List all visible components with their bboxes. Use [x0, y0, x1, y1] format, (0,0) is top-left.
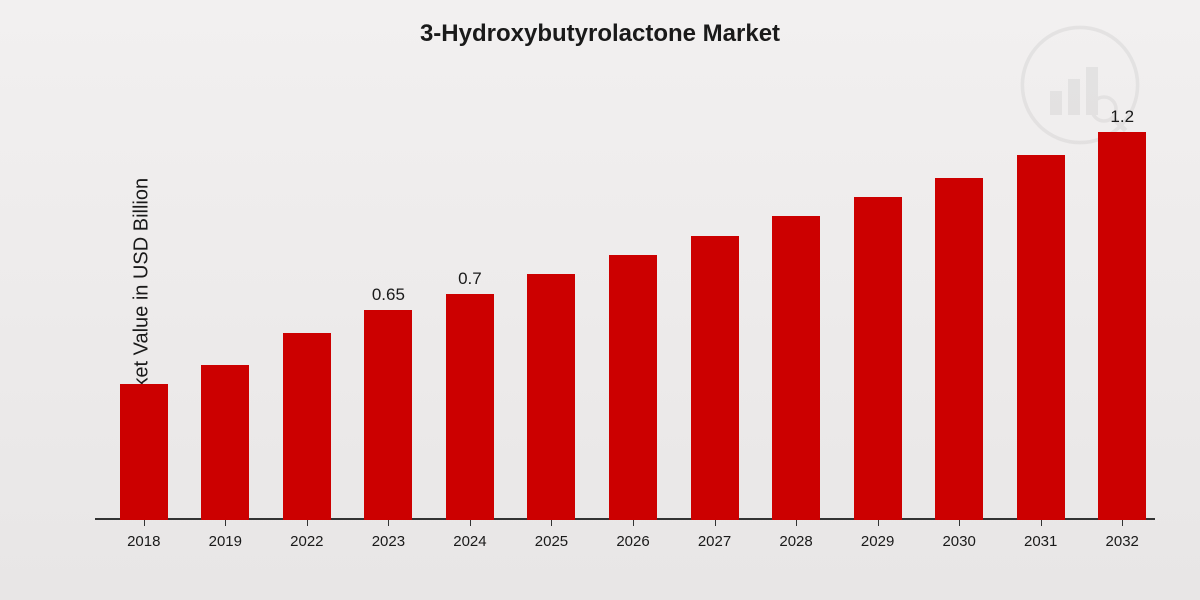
bar — [691, 236, 739, 520]
x-axis-label: 2028 — [779, 533, 812, 550]
x-axis-label: 2030 — [942, 533, 975, 550]
chart-title: 3-Hydroxybutyrolactone Market — [420, 20, 780, 48]
x-axis-label: 2022 — [290, 533, 323, 550]
x-axis-label: 2029 — [861, 533, 894, 550]
bar — [283, 333, 331, 520]
chart-plot-area: 0.65 0.7 1.2 — [95, 100, 1155, 520]
bar — [854, 197, 902, 520]
bar — [201, 365, 249, 520]
x-axis-label: 2025 — [535, 533, 568, 550]
bar: 0.65 — [364, 310, 412, 520]
x-axis-label: 2026 — [616, 533, 649, 550]
bar — [120, 384, 168, 520]
x-axis-label: 2031 — [1024, 533, 1057, 550]
bar — [1017, 155, 1065, 520]
bar — [527, 274, 575, 520]
bar-value-label: 0.65 — [372, 285, 405, 305]
x-axis-label: 2019 — [209, 533, 242, 550]
bar: 1.2 — [1098, 132, 1146, 520]
x-axis-label: 2024 — [453, 533, 486, 550]
x-axis-label: 2018 — [127, 533, 160, 550]
x-axis-labels: 2018 2019 2022 2023 2024 2025 2026 2027 2028 2029… — [95, 525, 1155, 555]
bar — [609, 255, 657, 520]
bar — [772, 216, 820, 520]
bar-value-label: 0.7 — [458, 269, 482, 289]
x-axis-label: 2032 — [1106, 533, 1139, 550]
bar — [935, 178, 983, 520]
bar-value-label: 1.2 — [1110, 107, 1134, 127]
x-axis-label: 2023 — [372, 533, 405, 550]
bar: 0.7 — [446, 294, 494, 520]
x-axis-label: 2027 — [698, 533, 731, 550]
